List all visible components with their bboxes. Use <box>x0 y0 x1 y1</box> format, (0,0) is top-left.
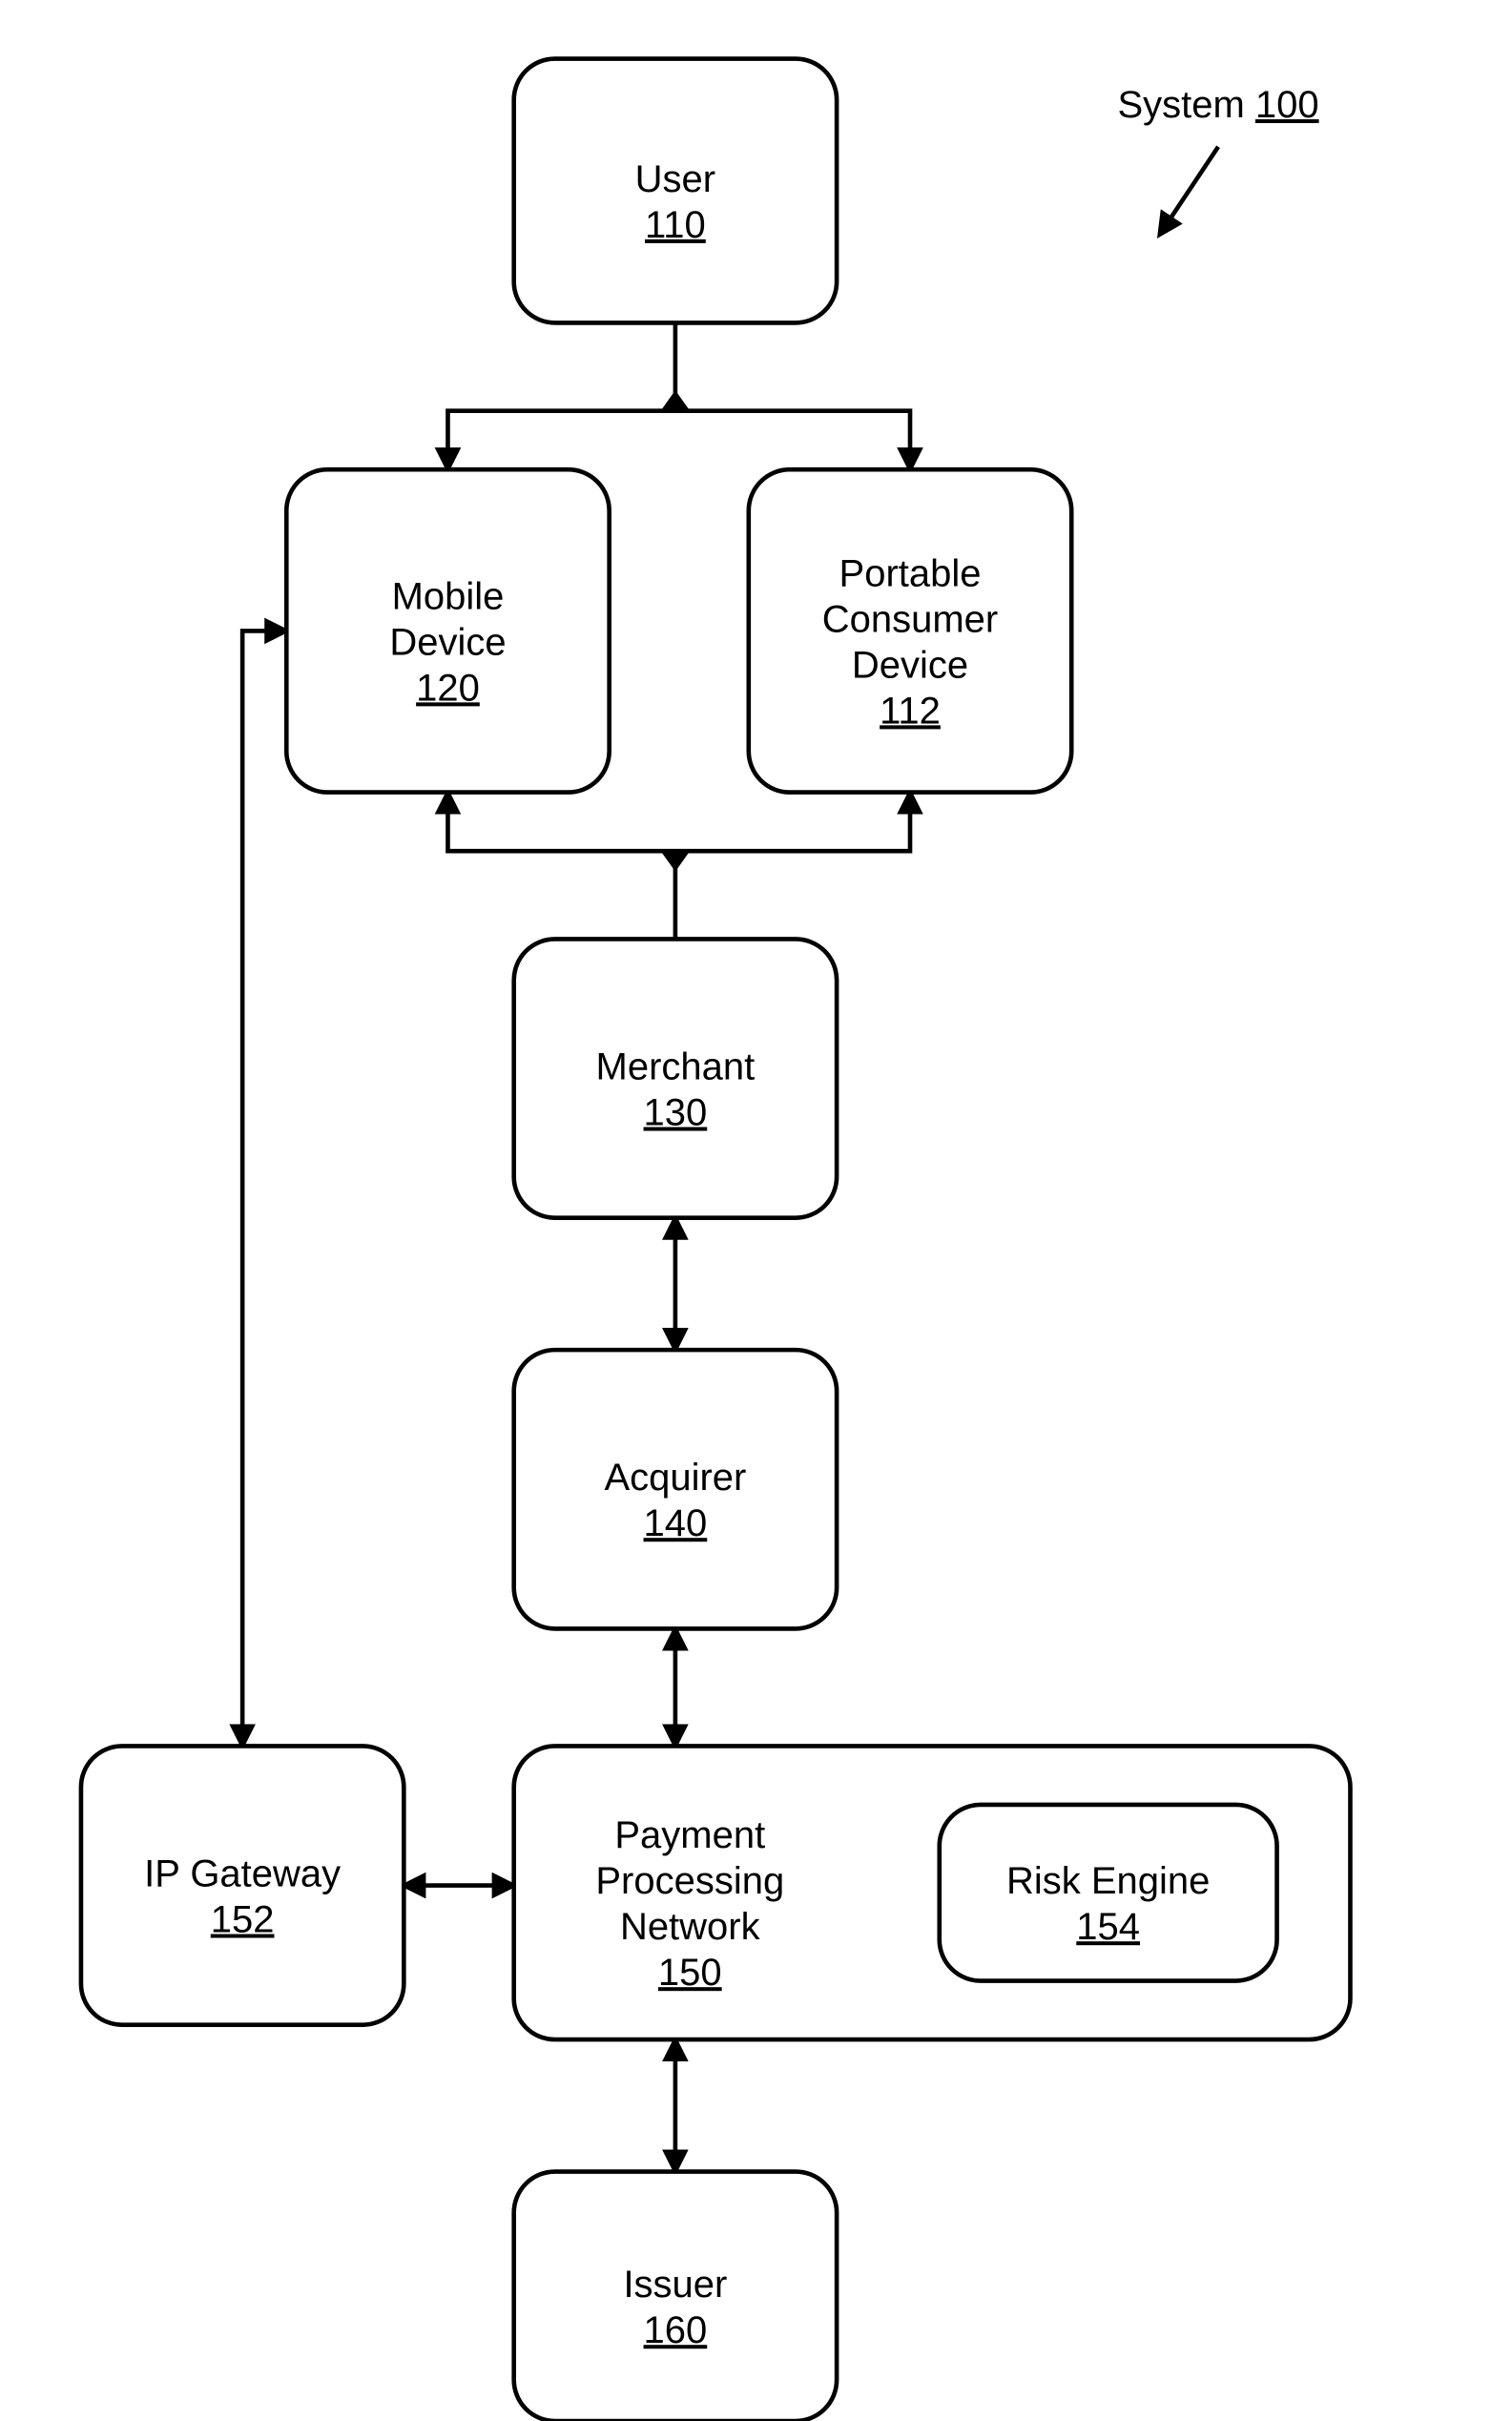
node-mobile: MobileDevice120 <box>286 469 609 792</box>
node-label: IP Gateway <box>144 1853 341 1895</box>
node-ip: IP Gateway152 <box>81 1746 404 2024</box>
edge <box>242 631 286 1746</box>
node-label: Device <box>852 644 968 686</box>
edge <box>447 793 910 852</box>
node-label: Network <box>620 1906 761 1948</box>
node-pcd: PortableConsumerDevice112 <box>749 469 1071 792</box>
node-acquirer: Acquirer140 <box>514 1350 837 1628</box>
node-ref: 120 <box>416 667 480 709</box>
node-issuer: Issuer160 <box>514 2172 837 2421</box>
node-ref: 140 <box>644 1502 708 1544</box>
node-ref: 150 <box>658 1952 722 1994</box>
node-label: Acquirer <box>604 1457 746 1499</box>
flowchart-canvas: User110MobileDevice120PortableConsumerDe… <box>0 0 1512 2421</box>
node-label: Merchant <box>596 1046 756 1088</box>
edge <box>447 411 910 470</box>
title-arrow <box>1160 147 1219 235</box>
node-merchant: Merchant130 <box>514 939 837 1217</box>
node-label: Processing <box>595 1860 784 1902</box>
node-label: Risk Engine <box>1006 1860 1210 1902</box>
node-label: Payment <box>614 1814 765 1856</box>
node-label: Issuer <box>623 2264 727 2306</box>
node-label: Mobile <box>392 575 505 617</box>
node-label: User <box>635 158 715 200</box>
node-ref: 112 <box>880 690 941 732</box>
node-ref: 154 <box>1076 1906 1140 1948</box>
title-text: System 100 <box>1117 84 1318 126</box>
node-label: Device <box>389 621 506 663</box>
node-label: Portable <box>839 552 982 594</box>
node-ref: 110 <box>645 204 706 246</box>
node-ref: 152 <box>211 1899 275 1941</box>
diagram-title: System 100 <box>1117 84 1318 235</box>
node-ref: 160 <box>644 2309 708 2351</box>
node-risk: Risk Engine154 <box>940 1805 1277 1981</box>
node-ref: 130 <box>644 1092 708 1134</box>
node-label: Consumer <box>822 598 998 640</box>
node-user: User110 <box>514 59 837 323</box>
